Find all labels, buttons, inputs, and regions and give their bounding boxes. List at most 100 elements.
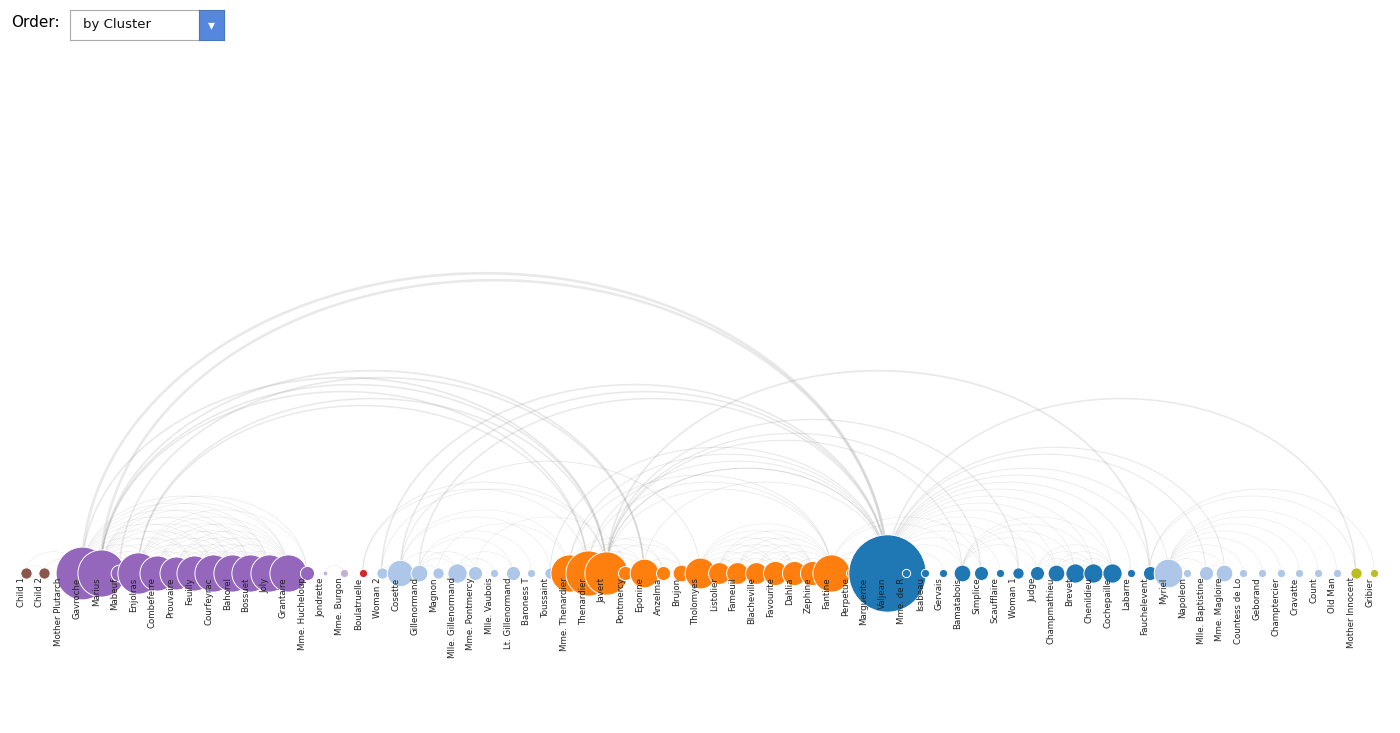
Point xyxy=(1064,567,1086,578)
Text: Toussaint: Toussaint xyxy=(542,578,550,617)
Text: ▾: ▾ xyxy=(207,18,214,32)
Point xyxy=(932,567,955,578)
Text: Bahorel: Bahorel xyxy=(223,578,232,611)
Point xyxy=(914,567,937,578)
Text: Mme. Hucheloup: Mme. Hucheloup xyxy=(298,578,307,650)
Text: Order:: Order: xyxy=(11,15,60,30)
Point xyxy=(1326,567,1348,578)
Text: Mlle. Baptistine: Mlle. Baptistine xyxy=(1197,578,1205,644)
Text: Zephine: Zephine xyxy=(804,578,812,613)
Text: Myriel: Myriel xyxy=(1159,578,1168,604)
Point xyxy=(557,567,580,578)
Text: Boulatruelle: Boulatruelle xyxy=(354,578,363,630)
Text: Champtercier: Champtercier xyxy=(1271,578,1281,636)
Point xyxy=(239,567,262,578)
Text: Pontmercy: Pontmercy xyxy=(616,578,624,623)
Text: Mother Plutarch: Mother Plutarch xyxy=(55,578,63,646)
Point xyxy=(445,567,468,578)
Text: Mme. de R: Mme. de R xyxy=(897,578,906,624)
Text: Joly: Joly xyxy=(260,578,269,593)
Point xyxy=(1344,567,1366,578)
Text: Judge: Judge xyxy=(1028,578,1037,602)
Text: Listolier: Listolier xyxy=(710,578,718,611)
Text: Brevet: Brevet xyxy=(1065,578,1075,606)
Point xyxy=(1100,567,1123,578)
Text: Mlle. Vaubois: Mlle. Vaubois xyxy=(484,578,494,634)
Text: Woman 2: Woman 2 xyxy=(372,578,382,618)
Point xyxy=(202,567,224,578)
Point xyxy=(333,567,356,578)
Point xyxy=(427,567,449,578)
Text: Mme. Thenardier: Mme. Thenardier xyxy=(560,578,568,651)
Point xyxy=(988,567,1011,578)
Point xyxy=(1194,567,1217,578)
Text: Baroness T: Baroness T xyxy=(522,578,532,625)
Point xyxy=(463,567,486,578)
Text: Blacheville: Blacheville xyxy=(748,578,756,625)
Text: Magnon: Magnon xyxy=(428,578,438,612)
Text: Child 1: Child 1 xyxy=(17,578,25,608)
Point xyxy=(314,567,336,578)
Point xyxy=(689,567,711,578)
Point xyxy=(801,567,823,578)
Text: Cochepaille: Cochepaille xyxy=(1103,578,1112,627)
Text: Gillenormand: Gillenormand xyxy=(410,578,419,636)
Text: Fameuil: Fameuil xyxy=(728,578,738,611)
Text: Chenildieu: Chenildieu xyxy=(1085,578,1093,623)
Text: Dahlia: Dahlia xyxy=(784,578,794,605)
Point xyxy=(1044,567,1067,578)
Text: Tholomyes: Tholomyes xyxy=(692,578,700,625)
Text: Child 2: Child 2 xyxy=(35,578,45,608)
Point xyxy=(295,567,318,578)
Text: Combeferre: Combeferre xyxy=(148,578,157,628)
Point xyxy=(1156,567,1179,578)
Text: Gribier: Gribier xyxy=(1365,578,1375,607)
Text: Fauchelevent: Fauchelevent xyxy=(1141,578,1149,636)
Point xyxy=(258,567,280,578)
Point xyxy=(651,567,673,578)
Point xyxy=(521,567,543,578)
Text: Gervais: Gervais xyxy=(934,578,944,611)
Point xyxy=(1232,567,1254,578)
Text: Mme. Magloire: Mme. Magloire xyxy=(1215,578,1225,641)
Point xyxy=(1176,567,1198,578)
Point xyxy=(1138,567,1161,578)
Point xyxy=(1214,567,1236,578)
Point xyxy=(164,567,186,578)
Point xyxy=(1250,567,1273,578)
Point xyxy=(1364,567,1386,578)
Text: Woman 1: Woman 1 xyxy=(1009,578,1018,618)
Text: Scaufflaire: Scaufflaire xyxy=(991,578,1000,623)
Text: Grantaire: Grantaire xyxy=(279,578,288,618)
Text: Napoleon: Napoleon xyxy=(1177,578,1187,619)
Point xyxy=(277,567,300,578)
Text: Lt. Gillenormand: Lt. Gillenormand xyxy=(504,578,512,649)
Text: Mother Innocent: Mother Innocent xyxy=(1347,578,1355,649)
Text: Brujon: Brujon xyxy=(672,578,682,605)
Point xyxy=(221,567,244,578)
Point xyxy=(1306,567,1329,578)
Point xyxy=(146,567,168,578)
Text: by Cluster: by Cluster xyxy=(83,18,151,32)
Text: Cosette: Cosette xyxy=(392,578,400,611)
Text: Prouvaire: Prouvaire xyxy=(167,578,175,618)
Point xyxy=(1007,567,1029,578)
Point xyxy=(14,567,36,578)
Text: Gavroche: Gavroche xyxy=(73,578,83,619)
Point xyxy=(970,567,993,578)
Point xyxy=(1288,567,1310,578)
Point xyxy=(839,567,861,578)
Text: Champmathieu: Champmathieu xyxy=(1047,578,1056,644)
Text: Fantine: Fantine xyxy=(822,578,832,609)
Point xyxy=(52,567,74,578)
Point xyxy=(483,567,505,578)
Text: Javert: Javert xyxy=(598,578,606,603)
Point xyxy=(34,567,56,578)
Text: Favourite: Favourite xyxy=(766,578,776,617)
Text: Geborand: Geborand xyxy=(1253,578,1261,620)
Text: Valjean: Valjean xyxy=(878,578,888,609)
Text: Mme. Pontmercy: Mme. Pontmercy xyxy=(466,578,475,650)
Point xyxy=(90,567,112,578)
Text: Labarre: Labarre xyxy=(1121,578,1131,610)
Text: Mme. Burgon: Mme. Burgon xyxy=(335,578,344,636)
